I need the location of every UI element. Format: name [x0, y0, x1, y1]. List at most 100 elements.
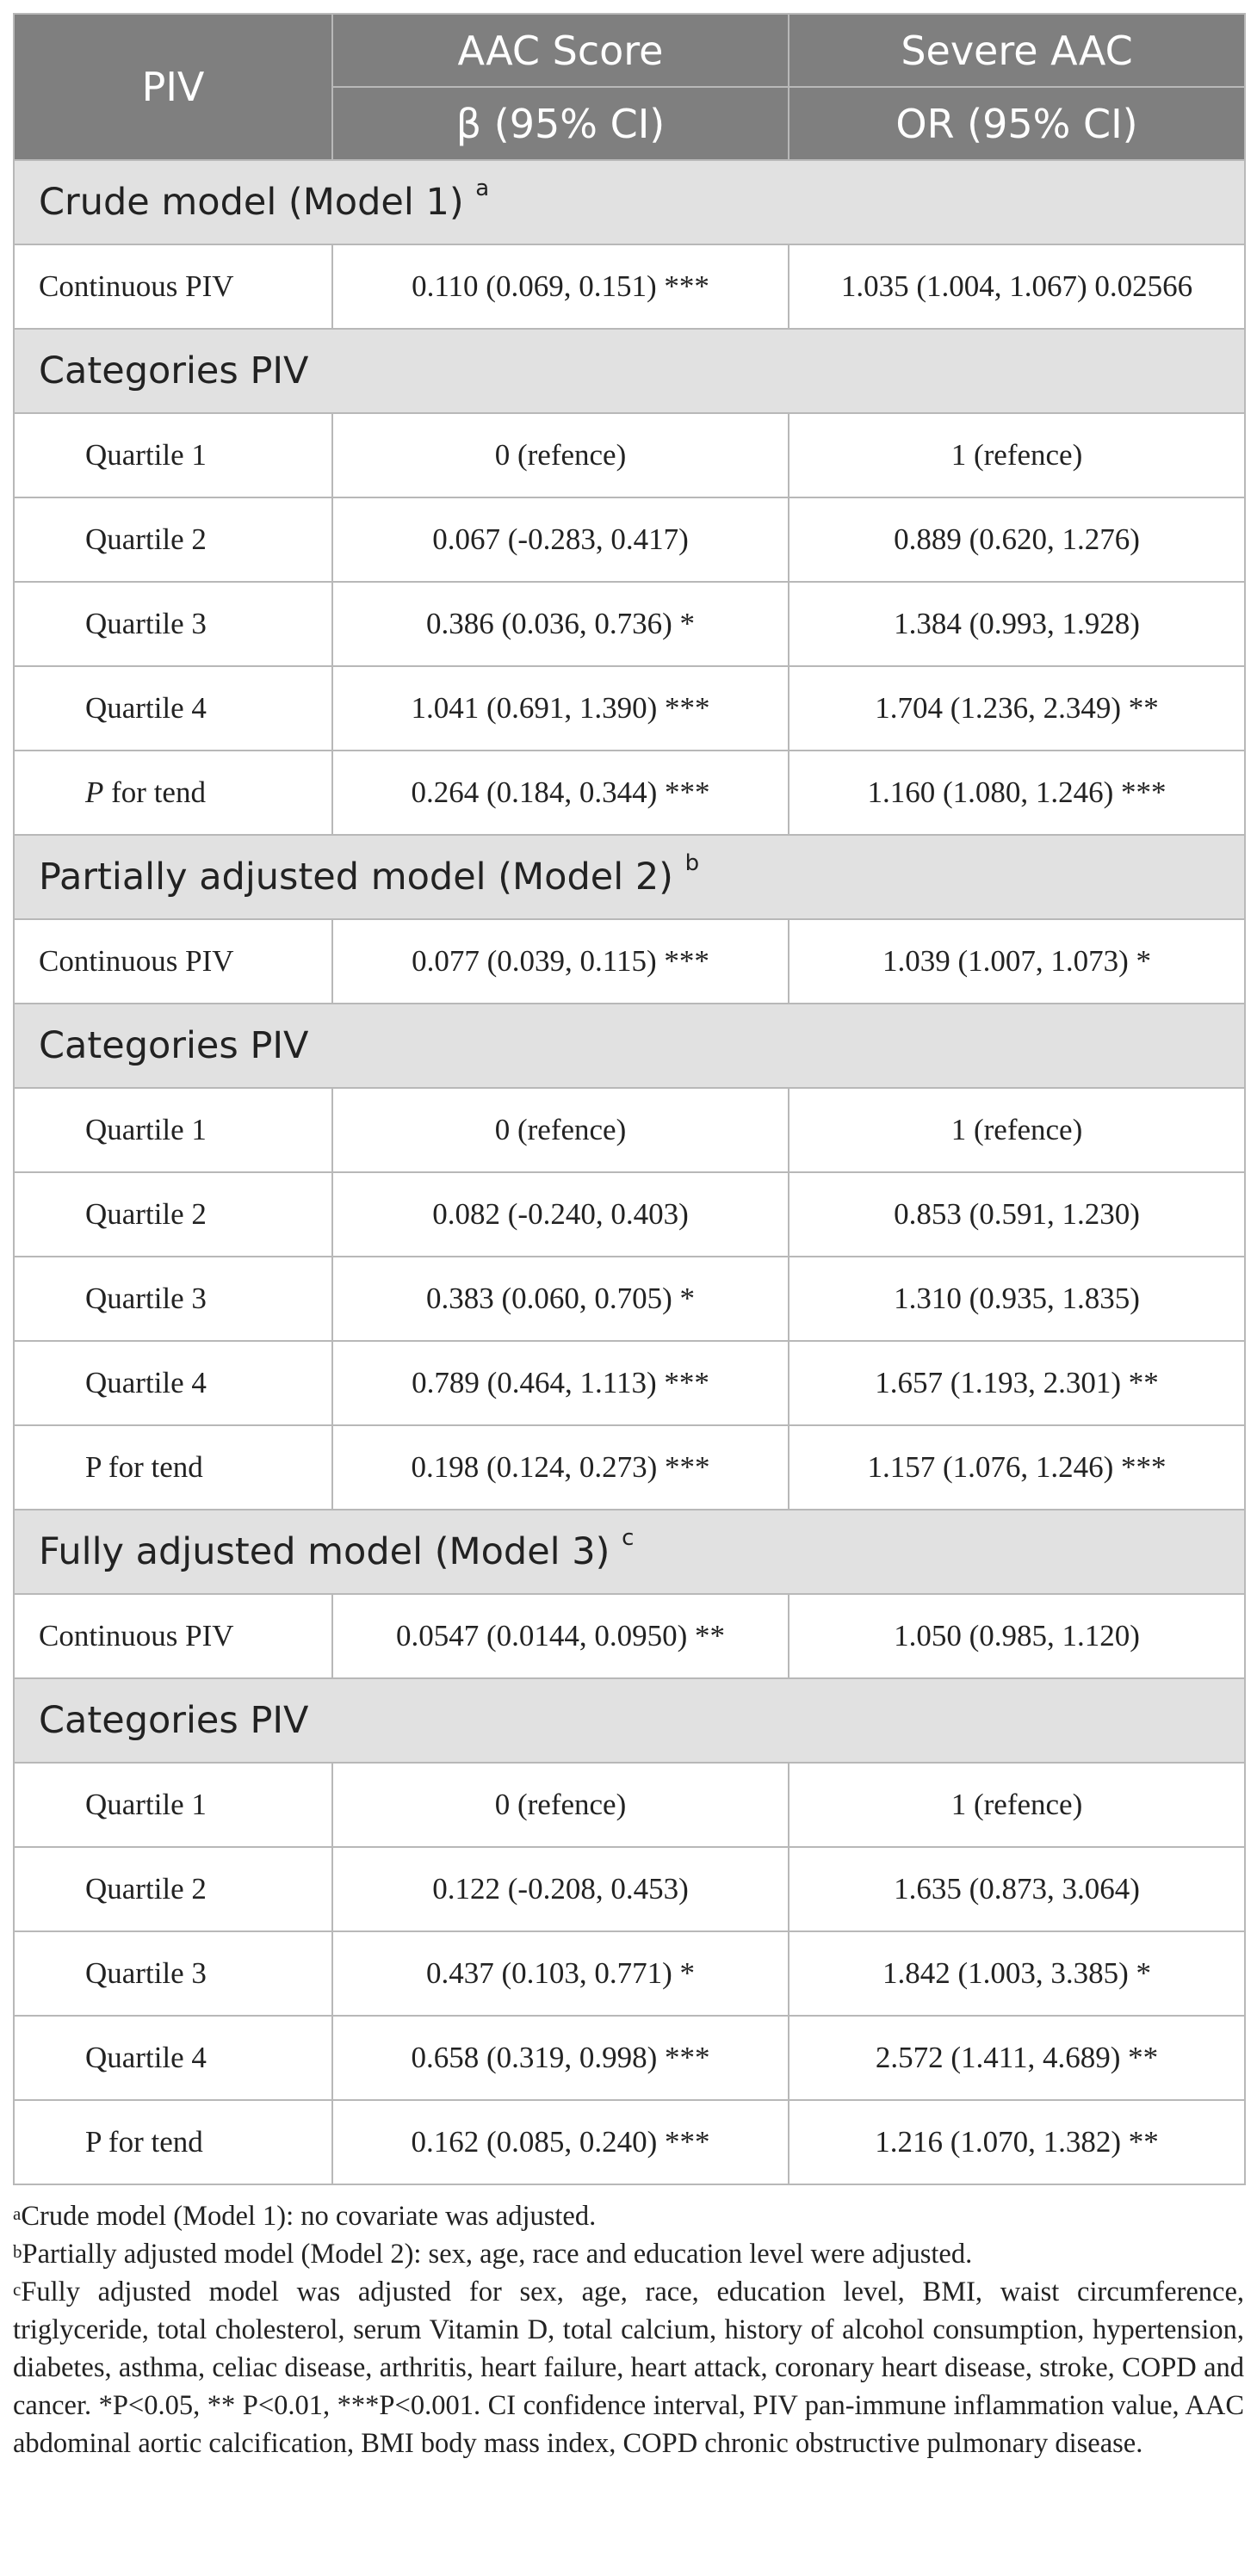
footnote-marker: c — [13, 2279, 22, 2300]
severe-aac-cell: 1.842 (1.003, 3.385) * — [788, 1930, 1246, 2017]
footnote-text: Partially adjusted model (Model 2): sex,… — [22, 2239, 973, 2270]
aac-score-cell: 0.264 (0.184, 0.344) *** — [331, 750, 789, 836]
table-footnotes: aCrude model (Model 1): no covariate was… — [13, 2197, 1244, 2462]
severe-aac-cell: 1 (refence) — [788, 1762, 1246, 1848]
footnote-b: bPartially adjusted model (Model 2): sex… — [13, 2235, 1244, 2273]
row-label: Quartile 2 — [13, 1846, 333, 1932]
section-title: Fully adjusted model (Model 3) — [39, 1530, 610, 1573]
severe-aac-cell: 1 (refence) — [788, 412, 1246, 498]
aac-score-cell: 0.110 (0.069, 0.151) *** — [331, 244, 789, 330]
row-label: Continuous PIV — [13, 918, 333, 1004]
table-row: Quartile 4 0.658 (0.319, 0.998) *** 2.57… — [13, 2015, 1246, 2101]
table-row: P for tend 0.264 (0.184, 0.344) *** 1.16… — [13, 750, 1246, 836]
header-beta-ci: β (95% CI) — [331, 86, 789, 161]
row-label: Continuous PIV — [13, 244, 333, 330]
row-label: Quartile 3 — [13, 1256, 333, 1342]
row-label: Quartile 4 — [13, 665, 333, 751]
footnote-text: Fully adjusted model was adjusted for se… — [13, 2276, 1244, 2459]
aac-score-cell: 0.658 (0.319, 0.998) *** — [331, 2015, 789, 2101]
row-label: P for tend — [13, 2099, 333, 2185]
footnote-marker: b — [684, 850, 700, 876]
row-label: Quartile 2 — [13, 1171, 333, 1257]
row-label: Quartile 2 — [13, 497, 333, 583]
footnote-c: cFully adjusted model was adjusted for s… — [13, 2273, 1244, 2462]
row-label: Quartile 1 — [13, 1087, 333, 1173]
aac-score-cell: 0.383 (0.060, 0.705) * — [331, 1256, 789, 1342]
table-row: Continuous PIV 0.110 (0.069, 0.151) *** … — [13, 244, 1246, 330]
footnote-text: Crude model (Model 1): no covariate was … — [21, 2201, 597, 2232]
table-row: Continuous PIV 0.077 (0.039, 0.115) *** … — [13, 918, 1246, 1004]
row-label: Quartile 4 — [13, 1340, 333, 1426]
table-row: Quartile 4 0.789 (0.464, 1.113) *** 1.65… — [13, 1340, 1246, 1426]
categories-title: Categories PIV — [13, 328, 1246, 414]
aac-score-cell: 0 (refence) — [331, 412, 789, 498]
aac-score-cell: 0.162 (0.085, 0.240) *** — [331, 2099, 789, 2185]
aac-score-cell: 0.0547 (0.0144, 0.0950) ** — [331, 1593, 789, 1679]
header-severe-aac: Severe AAC — [788, 13, 1246, 88]
aac-score-cell: 0.386 (0.036, 0.736) * — [331, 581, 789, 667]
table-row: Quartile 2 0.082 (-0.240, 0.403) 0.853 (… — [13, 1171, 1246, 1257]
severe-aac-cell: 1.310 (0.935, 1.835) — [788, 1256, 1246, 1342]
header-piv: PIV — [13, 13, 333, 161]
table-row: Quartile 1 0 (refence) 1 (refence) — [13, 412, 1246, 498]
section-title: Partially adjusted model (Model 2) — [39, 856, 673, 899]
severe-aac-cell: 1.157 (1.076, 1.246) *** — [788, 1424, 1246, 1510]
results-table-container: PIV AAC Score Severe AAC β (95% CI) OR (… — [13, 13, 1246, 2462]
aac-score-cell: 0.067 (-0.283, 0.417) — [331, 497, 789, 583]
severe-aac-cell: 1.657 (1.193, 2.301) ** — [788, 1340, 1246, 1426]
row-label: Continuous PIV — [13, 1593, 333, 1679]
section-header-model-1: Crude model (Model 1) a — [13, 159, 1246, 245]
table-row: Quartile 1 0 (refence) 1 (refence) — [13, 1762, 1246, 1848]
aac-score-cell: 0 (refence) — [331, 1087, 789, 1173]
aac-score-cell: 0.122 (-0.208, 0.453) — [331, 1846, 789, 1932]
severe-aac-cell: 1.384 (0.993, 1.928) — [788, 581, 1246, 667]
table-row: P for tend 0.198 (0.124, 0.273) *** 1.15… — [13, 1424, 1246, 1510]
section-title: Crude model (Model 1) — [39, 181, 464, 224]
p-italic: P — [85, 775, 104, 809]
severe-aac-cell: 1.704 (1.236, 2.349) ** — [788, 665, 1246, 751]
table-row: Quartile 1 0 (refence) 1 (refence) — [13, 1087, 1246, 1173]
aac-score-cell: 1.041 (0.691, 1.390) *** — [331, 665, 789, 751]
categories-header: Categories PIV — [13, 328, 1246, 414]
aac-score-cell: 0.789 (0.464, 1.113) *** — [331, 1340, 789, 1426]
severe-aac-cell: 0.853 (0.591, 1.230) — [788, 1171, 1246, 1257]
categories-header: Categories PIV — [13, 1677, 1246, 1764]
row-label: P for tend — [13, 750, 333, 836]
footnote-marker: a — [475, 176, 490, 201]
categories-header: Categories PIV — [13, 1003, 1246, 1089]
section-header-model-3: Fully adjusted model (Model 3) c — [13, 1509, 1246, 1595]
aac-score-cell: 0.082 (-0.240, 0.403) — [331, 1171, 789, 1257]
severe-aac-cell: 1.160 (1.080, 1.246) *** — [788, 750, 1246, 836]
table-header: PIV AAC Score Severe AAC β (95% CI) OR (… — [13, 13, 1246, 161]
severe-aac-cell: 1.635 (0.873, 3.064) — [788, 1846, 1246, 1932]
section-header-model-2: Partially adjusted model (Model 2) b — [13, 834, 1246, 920]
table-row: Quartile 3 0.383 (0.060, 0.705) * 1.310 … — [13, 1256, 1246, 1342]
footnote-marker: a — [13, 2203, 22, 2224]
footnote-marker: c — [622, 1525, 635, 1551]
row-label: P for tend — [13, 1424, 333, 1510]
header-or-ci: OR (95% CI) — [788, 86, 1246, 161]
row-label: Quartile 1 — [13, 1762, 333, 1848]
severe-aac-cell: 1 (refence) — [788, 1087, 1246, 1173]
severe-aac-cell: 1.039 (1.007, 1.073) * — [788, 918, 1246, 1004]
row-label-rest: for tend — [103, 775, 206, 809]
table-row: Quartile 2 0.067 (-0.283, 0.417) 0.889 (… — [13, 497, 1246, 583]
footnote-a: aCrude model (Model 1): no covariate was… — [13, 2197, 1244, 2235]
row-label: Quartile 4 — [13, 2015, 333, 2101]
aac-score-cell: 0 (refence) — [331, 1762, 789, 1848]
categories-title: Categories PIV — [13, 1677, 1246, 1764]
header-aac-score: AAC Score — [331, 13, 789, 88]
severe-aac-cell: 0.889 (0.620, 1.276) — [788, 497, 1246, 583]
severe-aac-cell: 2.572 (1.411, 4.689) ** — [788, 2015, 1246, 2101]
table-row: Quartile 2 0.122 (-0.208, 0.453) 1.635 (… — [13, 1846, 1246, 1932]
results-table: PIV AAC Score Severe AAC β (95% CI) OR (… — [13, 13, 1246, 2185]
categories-title: Categories PIV — [13, 1003, 1246, 1089]
row-label: Quartile 1 — [13, 412, 333, 498]
aac-score-cell: 0.198 (0.124, 0.273) *** — [331, 1424, 789, 1510]
severe-aac-cell: 1.050 (0.985, 1.120) — [788, 1593, 1246, 1679]
table-row: Quartile 3 0.386 (0.036, 0.736) * 1.384 … — [13, 581, 1246, 667]
row-label: Quartile 3 — [13, 581, 333, 667]
severe-aac-cell: 1.216 (1.070, 1.382) ** — [788, 2099, 1246, 2185]
aac-score-cell: 0.077 (0.039, 0.115) *** — [331, 918, 789, 1004]
severe-aac-cell: 1.035 (1.004, 1.067) 0.02566 — [788, 244, 1246, 330]
